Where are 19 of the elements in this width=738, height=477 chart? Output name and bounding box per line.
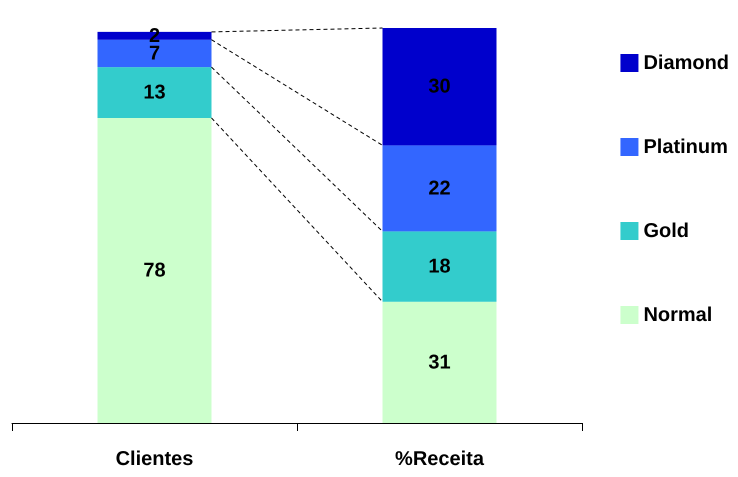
data-label: 18: [428, 256, 451, 278]
data-label: 30: [428, 76, 451, 98]
legend-label: Diamond: [643, 52, 730, 74]
data-label: 78: [143, 259, 166, 282]
bar: [98, 67, 212, 118]
data-label: 31: [428, 351, 451, 374]
bar: [382, 145, 496, 232]
bar: [382, 302, 496, 423]
legend-label: Gold: [643, 220, 689, 242]
data-label: 22: [428, 177, 451, 200]
data-label: 13: [143, 82, 166, 104]
data-label: 7: [148, 42, 160, 64]
bar: [98, 118, 212, 423]
x-tick-label: Clientes: [116, 448, 194, 470]
legend-label: Normal: [643, 304, 712, 326]
bar: [382, 28, 496, 146]
legend-label: Platinum: [643, 136, 728, 158]
bar: [382, 231, 496, 302]
x-tick-label: %Receita: [395, 448, 485, 470]
